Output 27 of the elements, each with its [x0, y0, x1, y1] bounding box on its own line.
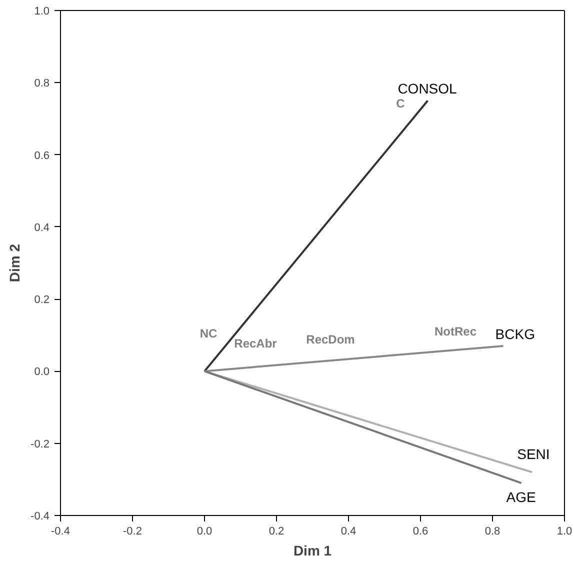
annotation: RecAbr: [234, 336, 278, 350]
y-axis-title: Dim 2: [6, 244, 23, 282]
y-tick-label: 0.6: [34, 150, 50, 162]
x-tick-label: 0.0: [196, 526, 212, 538]
x-tick-label: -0.2: [123, 526, 142, 538]
series-label: BCKG: [495, 326, 535, 342]
y-tick-label: 0.8: [34, 78, 50, 90]
annotation: NC: [200, 326, 218, 340]
x-tick-label: 0.6: [412, 526, 428, 538]
y-tick-label: -0.4: [30, 510, 50, 522]
x-tick-label: 0.4: [340, 526, 356, 538]
series-label: AGE: [506, 489, 536, 506]
x-tick-label: 0.8: [484, 526, 500, 538]
x-axis-title: Dim 1: [293, 542, 332, 558]
y-tick-label: 0.0: [34, 366, 50, 378]
y-tick-label: -0.2: [30, 438, 50, 450]
annotation: NotRec: [434, 324, 477, 338]
x-tick-label: -0.4: [51, 526, 70, 538]
y-tick-label: 0.4: [34, 222, 50, 234]
y-tick-label: 1.0: [34, 6, 50, 18]
annotation: C: [396, 96, 406, 110]
x-tick-label: 1.0: [556, 526, 572, 538]
annotation: RecDom: [306, 332, 355, 346]
series-label: SENI: [517, 446, 550, 462]
series-label: CONSOL: [398, 80, 458, 97]
x-tick-label: 0.2: [268, 526, 284, 538]
y-tick-label: 0.2: [34, 294, 50, 306]
